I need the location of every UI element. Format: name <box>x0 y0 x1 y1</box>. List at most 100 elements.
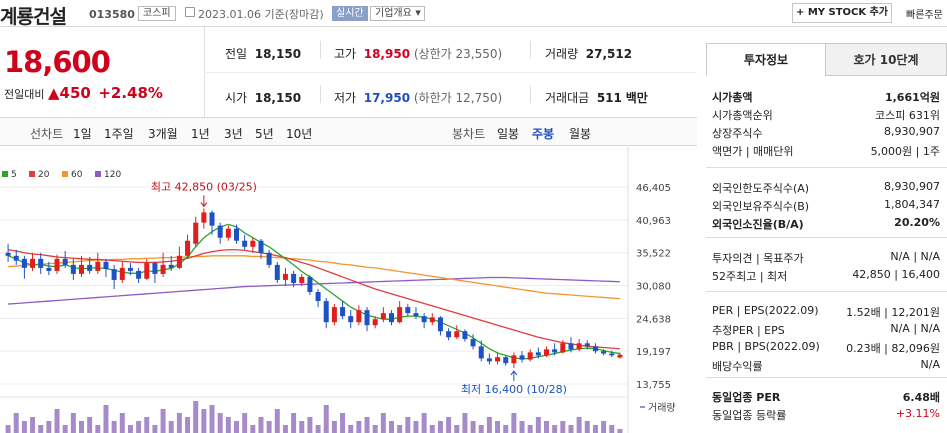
volume-bar <box>584 421 590 433</box>
tab-5y[interactable]: 5년 <box>255 127 274 141</box>
y-tick-label: 40,963 <box>636 216 671 227</box>
volume-bar <box>299 421 305 433</box>
invest-row-label: 외국인한도주식수(A) <box>712 182 810 195</box>
tab-3y[interactable]: 3년 <box>224 127 243 141</box>
candle-body <box>331 307 337 323</box>
invest-row: 추정PER | EPS N/A | N/A <box>712 322 940 338</box>
invest-row-value: 20.20% <box>894 216 940 229</box>
realtime-badge[interactable]: 실시간 <box>332 6 368 21</box>
legend-label: 5 <box>11 170 17 180</box>
candle-body <box>307 276 313 293</box>
candle-body <box>46 267 52 271</box>
low-price: 저가 17,950 (하한가 12,750) <box>334 91 503 105</box>
candle-body <box>54 258 60 271</box>
tab-1w[interactable]: 1주일 <box>104 127 134 141</box>
candle-body <box>592 346 598 352</box>
volume-bar <box>136 421 142 433</box>
invest-row-value: +3.11% <box>895 407 940 420</box>
volume-bar <box>266 421 272 433</box>
tab-invest-info[interactable]: 투자정보 <box>706 43 826 76</box>
candle-body <box>495 357 501 362</box>
volume-bar <box>389 421 394 433</box>
candle-body <box>119 267 125 280</box>
volume-bar <box>176 413 182 433</box>
invest-row: 배당수익률 N/A <box>712 358 940 374</box>
invest-row: 시가총액 1,661억원 <box>712 89 940 105</box>
low-annotation: 최저 16,400 (10/28) <box>461 383 567 396</box>
tab-daily[interactable]: 일봉 <box>497 127 520 141</box>
chart-tabs: 선차트 1일 1주일 3개월 1년 3년 5년 10년 봉차트 일봉 주봉 월봉 <box>0 118 697 146</box>
volume-bar <box>568 425 574 433</box>
candle-body <box>225 228 231 238</box>
invest-row-label: 시가총액 <box>712 91 753 104</box>
tab-monthly[interactable]: 월봉 <box>569 127 592 141</box>
open-price: 시가 18,150 <box>225 91 302 105</box>
price-panel: 18,600 전일대비 ▲450 +2.48% 전일 18,150 고가 18,… <box>0 27 697 118</box>
tab-3m[interactable]: 3개월 <box>148 127 178 141</box>
volume-bar <box>601 421 607 433</box>
candle-body <box>397 307 403 323</box>
volume-bar <box>503 425 509 433</box>
candle-body <box>127 267 133 271</box>
candle-body <box>209 212 215 226</box>
candle-body <box>486 358 492 362</box>
volume: 거래량 27,512 <box>545 47 633 61</box>
invest-row-value: 코스피 631위 <box>875 109 940 122</box>
volume-bar <box>356 421 362 433</box>
tab-orderbook[interactable]: 호가 10단계 <box>825 43 947 76</box>
invest-row-label: 외국인소진율(B/A) <box>712 218 804 231</box>
company-info-dropdown[interactable]: 기업개요 ▼ <box>370 6 425 21</box>
tab-weekly[interactable]: 주봉 <box>532 127 555 141</box>
invest-row-label: PER | EPS(2022.09) <box>712 304 819 317</box>
tab-1y[interactable]: 1년 <box>191 127 210 141</box>
add-my-stock-button[interactable]: + MY STOCK 추가 <box>792 3 892 23</box>
candle-body <box>535 352 541 356</box>
volume-bar <box>193 401 199 433</box>
candle-body <box>568 343 574 350</box>
volume-bar <box>5 425 11 433</box>
volume-bar <box>21 421 27 433</box>
volume-bar <box>372 425 378 433</box>
invest-row: 52주최고 | 최저 42,850 | 16,400 <box>712 268 940 284</box>
volume-bar <box>535 417 541 433</box>
volume-bar <box>242 413 248 433</box>
candle-body <box>454 331 460 338</box>
invest-info-panel: 투자정보 호가 10단계 시가총액 1,661억원 시가총액순위 코스피 631위 상장… <box>706 43 947 433</box>
legend-label: 120 <box>104 170 121 180</box>
invest-row-label: 52주최고 | 최저 <box>712 270 788 283</box>
candle-body <box>185 240 191 256</box>
tab-1d[interactable]: 1일 <box>73 127 92 141</box>
candle-body <box>30 258 36 268</box>
volume-bar <box>560 421 566 433</box>
tab-10y[interactable]: 10년 <box>286 127 313 141</box>
ma5-line <box>7 223 621 360</box>
stock-chart[interactable]: 46,405 40,963 35,522 30,080 24,638 19,197 13,7… <box>0 147 697 433</box>
volume-bar <box>617 429 623 433</box>
invest-row-label: 투자의견 | 목표주가 <box>712 252 804 265</box>
trade-amount: 거래대금 511 백만 <box>545 91 648 105</box>
candle-body <box>552 349 558 353</box>
date-text: 2023.01.06 기준(장마감) <box>198 8 324 21</box>
candle-chart-label: 봉차트 <box>452 127 486 141</box>
candle-body <box>560 343 566 353</box>
invest-row-value: 6.48배 <box>902 391 940 404</box>
candle-body <box>617 354 623 358</box>
quick-order-link[interactable]: 빠른주문 <box>906 10 943 21</box>
volume-bar <box>527 425 533 433</box>
candle-body <box>282 273 288 280</box>
invest-row-value: 1.52배 | 12,201원 <box>846 306 940 319</box>
volume-bar <box>70 413 76 433</box>
volume-bar <box>348 425 354 433</box>
legend-label: 60 <box>71 170 83 180</box>
invest-row: PER | EPS(2022.09) 1.52배 | 12,201원 <box>712 304 940 320</box>
volume-bar <box>364 417 370 433</box>
invest-row-label: 외국인보유주식수(B) <box>712 200 810 213</box>
candle-body <box>527 352 533 360</box>
candle-body <box>511 355 517 364</box>
company-name: 계룡건설 <box>0 6 67 28</box>
volume-bar <box>576 417 582 433</box>
change-value: ▲450 <box>47 84 91 102</box>
candle-body <box>95 261 101 271</box>
candle-body <box>421 316 427 323</box>
market-badge: 코스피 <box>138 6 176 21</box>
